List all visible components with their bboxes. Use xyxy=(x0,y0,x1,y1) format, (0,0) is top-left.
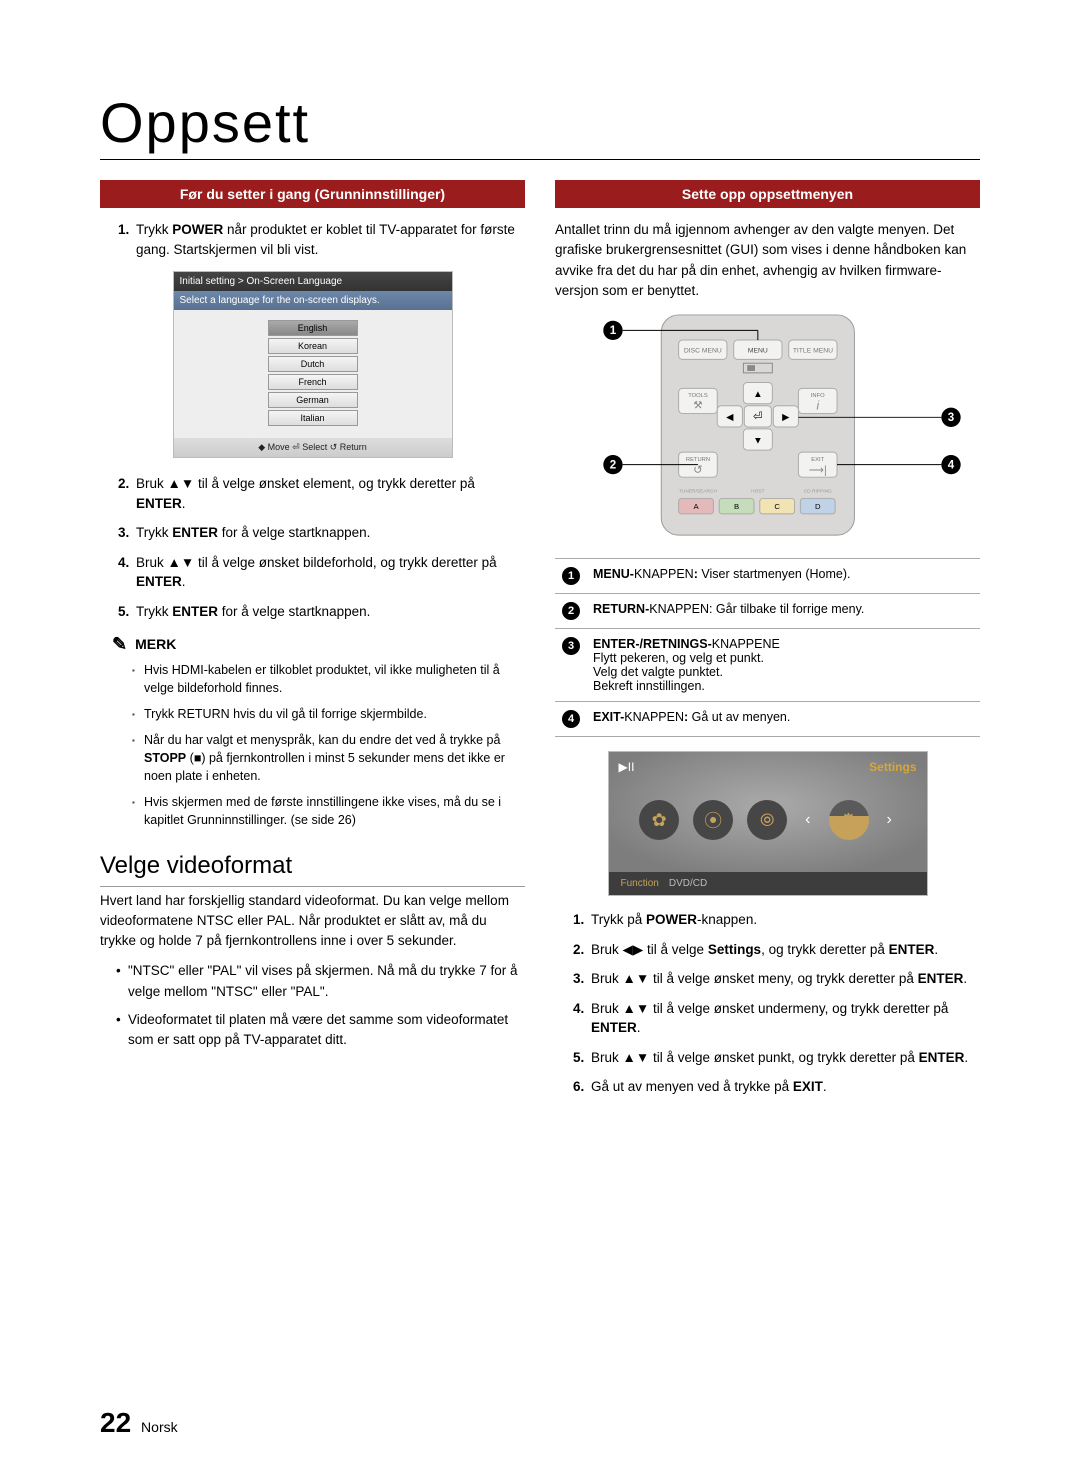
right-section-header: Sette opp oppsettmenyen xyxy=(555,180,980,208)
note-list: Hvis HDMI-kabelen er tilkoblet produktet… xyxy=(132,661,525,830)
svg-text:2: 2 xyxy=(610,460,616,472)
note-label: MERK xyxy=(135,636,176,652)
list-item: Bruk ◀▶ til å velge Settings, og trykk d… xyxy=(573,940,980,960)
list-item: Hvis HDMI-kabelen er tilkoblet produktet… xyxy=(132,661,525,697)
list-item: "NTSC" eller "PAL" vil vises på skjermen… xyxy=(116,961,525,1002)
svg-text:EXIT: EXIT xyxy=(811,457,824,463)
settings-screen: ▶II Settings ✿ ⦿ ⦾ ‹ ⚙ › Function DVD/CD xyxy=(608,751,928,896)
svg-text:TOOLS: TOOLS xyxy=(688,393,708,399)
svg-text:4: 4 xyxy=(948,460,955,472)
remote-diagram: DISC MENU MENU TITLE MENU TOOLS ⚒ INFO i… xyxy=(555,311,980,546)
videoformat-bullets: "NTSC" eller "PAL" vil vises på skjermen… xyxy=(116,961,525,1050)
dialog-subtitle: Select a language for the on-screen disp… xyxy=(174,291,452,310)
svg-text:1: 1 xyxy=(610,325,617,337)
table-row: 4EXIT-KNAPPEN: Gå ut av menyen. xyxy=(555,702,980,737)
svg-text:INFO: INFO xyxy=(811,393,825,399)
page-language: Norsk xyxy=(141,1419,178,1435)
right-intro: Antallet trinn du må igjennom avhenger a… xyxy=(555,220,980,301)
svg-text:MENU: MENU xyxy=(748,348,768,355)
list-item: Videoformatet til platen må være det sam… xyxy=(116,1010,525,1051)
initial-steps-b: Bruk ▲▼ til å velge ønsket element, og t… xyxy=(118,474,525,621)
source-label: DVD/CD xyxy=(669,878,707,889)
dialog-title: Initial setting > On-Screen Language xyxy=(174,272,452,291)
list-item: Bruk ▲▼ til å velge ønsket punkt, og try… xyxy=(573,1048,980,1068)
svg-text:⏎: ⏎ xyxy=(753,411,763,423)
right-steps: Trykk på POWER-knappen. Bruk ◀▶ til å vel… xyxy=(573,910,980,1097)
nav-left-icon: ‹ xyxy=(801,811,814,829)
list-item: Bruk ▲▼ til å velge ønsket meny, og tryk… xyxy=(573,969,980,989)
list-item: Trykk på POWER-knappen. xyxy=(573,910,980,930)
initial-steps-a: Trykk POWER når produktet er koblet til … xyxy=(118,220,525,259)
svg-text:D: D xyxy=(815,502,821,511)
table-row: 2RETURN-KNAPPEN: Går tilbake til forrige… xyxy=(555,594,980,629)
svg-text:▶: ▶ xyxy=(782,412,790,423)
svg-text:◀: ◀ xyxy=(726,412,734,423)
page-number: 22 xyxy=(100,1407,131,1438)
nav-right-icon: › xyxy=(883,811,896,829)
svg-text:CD RIPPING: CD RIPPING xyxy=(804,489,832,495)
dialog-footer: ◆ Move ⏎ Select ↺ Return xyxy=(174,438,452,457)
play-pause-icon: ▶II xyxy=(619,760,635,774)
svg-text:TITLE MENU: TITLE MENU xyxy=(793,348,833,355)
settings-label: Settings xyxy=(869,760,916,774)
list-item: Når du har valgt et menyspråk, kan du en… xyxy=(132,731,525,785)
setting-icon-3: ⦾ xyxy=(747,800,787,840)
page-footer: 22 Norsk xyxy=(100,1407,178,1439)
setting-icon-2: ⦿ xyxy=(693,800,733,840)
svg-text:▲: ▲ xyxy=(753,389,763,400)
setting-icon-4: ⚙ xyxy=(829,800,869,840)
language-option[interactable]: Korean xyxy=(268,338,358,354)
svg-text:TUNER/SEARCH: TUNER/SEARCH xyxy=(679,489,717,495)
list-item: Trykk RETURN hvis du vil gå til forrige … xyxy=(132,705,525,723)
note-icon: ✎ xyxy=(112,634,127,655)
svg-text:⟶|: ⟶| xyxy=(809,464,827,476)
list-item: Bruk ▲▼ til å velge ønsket element, og t… xyxy=(118,474,525,513)
videoformat-heading: Velge videoformat xyxy=(100,852,525,887)
list-item: Trykk POWER når produktet er koblet til … xyxy=(118,220,525,259)
list-item: Bruk ▲▼ til å velge ønsket bildeforhold,… xyxy=(118,553,525,592)
svg-text:▼: ▼ xyxy=(753,435,763,446)
setting-icon-1: ✿ xyxy=(639,800,679,840)
language-option[interactable]: Italian xyxy=(268,410,358,426)
svg-text:3: 3 xyxy=(948,412,955,424)
svg-text:i: i xyxy=(816,401,819,413)
function-label: Function xyxy=(621,878,659,889)
svg-text:↺: ↺ xyxy=(693,464,703,476)
note-heading: ✎ MERK xyxy=(112,634,525,655)
svg-text:A: A xyxy=(693,502,699,511)
language-list: English Korean Dutch French German Italian xyxy=(174,310,452,438)
svg-text:DISC MENU: DISC MENU xyxy=(684,348,722,355)
list-item: Trykk ENTER for å velge startknappen. xyxy=(118,602,525,622)
page-title: Oppsett xyxy=(100,90,980,160)
language-option[interactable]: Dutch xyxy=(268,356,358,372)
language-option[interactable]: German xyxy=(268,392,358,408)
table-row: 1MENU-KNAPPEN: Viser startmenyen (Home). xyxy=(555,559,980,594)
language-dialog: Initial setting > On-Screen Language Sel… xyxy=(173,271,453,458)
list-item: Bruk ▲▼ til å velge ønsket undermeny, og… xyxy=(573,999,980,1038)
svg-text:B: B xyxy=(734,502,739,511)
left-section-header: Før du setter i gang (Grunninnstillinger… xyxy=(100,180,525,208)
list-item: Hvis skjermen med de første innstillinge… xyxy=(132,793,525,829)
language-option[interactable]: English xyxy=(268,320,358,336)
svg-text:⚒: ⚒ xyxy=(693,400,703,412)
callout-table: 1MENU-KNAPPEN: Viser startmenyen (Home).… xyxy=(555,558,980,737)
language-option[interactable]: French xyxy=(268,374,358,390)
table-row: 3ENTER-/RETNINGS-KNAPPENEFlytt pekeren, … xyxy=(555,629,980,702)
svg-text:HOST: HOST xyxy=(751,489,764,495)
svg-text:C: C xyxy=(774,502,780,511)
svg-text:RETURN: RETURN xyxy=(686,457,710,463)
videoformat-para: Hvert land har forskjellig standard vide… xyxy=(100,891,525,952)
list-item: Gå ut av menyen ved å trykke på EXIT. xyxy=(573,1077,980,1097)
list-item: Trykk ENTER for å velge startknappen. xyxy=(118,523,525,543)
